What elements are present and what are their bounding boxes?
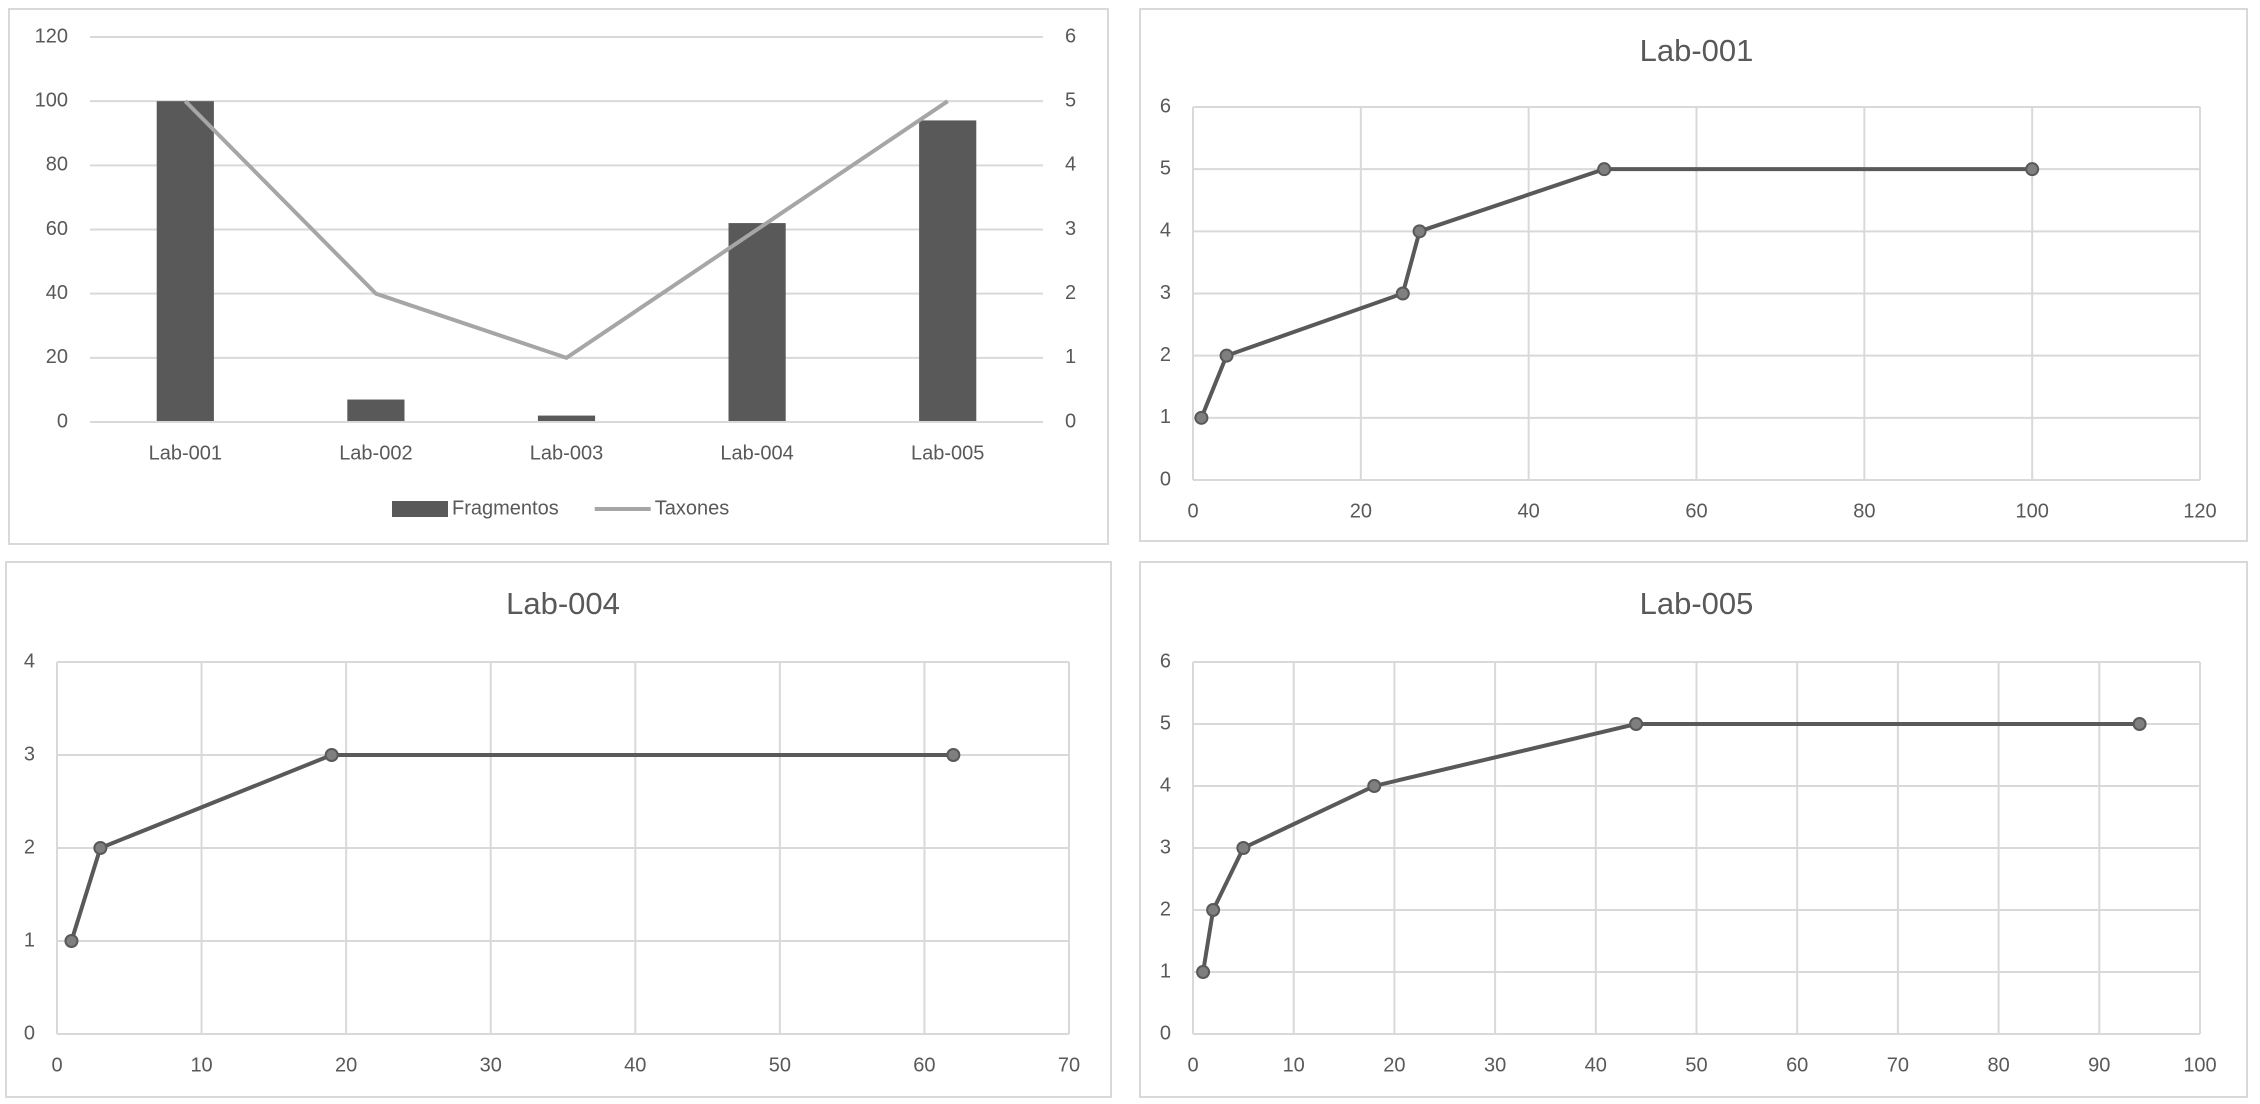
marker (1206, 903, 1221, 917)
marker (946, 748, 961, 762)
y2-tick-label: 6 (1065, 25, 1076, 47)
y-tick-label: 4 (1160, 220, 1171, 242)
x-tick-label: 10 (1283, 1054, 1305, 1076)
bar (919, 120, 977, 423)
x-tick-label: 80 (1987, 1054, 2009, 1076)
x-tick-label: 0 (1187, 1054, 1198, 1076)
marker (1395, 286, 1410, 301)
y-tick-label: 2 (1160, 898, 1171, 920)
marker (1629, 717, 1644, 731)
x-tick-label: 50 (769, 1054, 791, 1076)
y-tick-label: 100 (35, 89, 68, 111)
x-tick-label: 60 (1685, 500, 1707, 522)
y-tick-label: 2 (24, 836, 35, 858)
line (69, 753, 954, 942)
y-tick-label: 6 (1160, 95, 1171, 117)
x-tick-label: 40 (624, 1054, 646, 1076)
panel-border (1139, 8, 2248, 542)
bar (728, 223, 786, 422)
x-tick-label: 20 (1383, 1054, 1405, 1076)
y-tick-label: 1 (24, 929, 35, 951)
marker (64, 934, 79, 948)
y2-tick-label: 0 (1065, 410, 1076, 432)
x-tick-label: Lab-005 (911, 442, 984, 464)
bar (347, 399, 405, 422)
panel-border (1139, 561, 2248, 1098)
y-tick-label: 2 (1160, 344, 1171, 366)
x-tick-label: Lab-004 (720, 442, 793, 464)
x-tick-label: 10 (190, 1054, 212, 1076)
y-tick-label: 80 (46, 154, 68, 176)
line (1199, 167, 2033, 419)
x-tick-label: 100 (2015, 500, 2048, 522)
marker (1597, 162, 1612, 177)
x-tick-label: 20 (335, 1054, 357, 1076)
legend-label: Fragmentos (452, 497, 559, 519)
x-tick-label: 0 (51, 1054, 62, 1076)
chart-title: Lab-001 (1640, 33, 1754, 68)
x-tick-label: Lab-002 (339, 442, 412, 464)
y-tick-label: 4 (1160, 774, 1171, 796)
marker (1236, 841, 1251, 855)
y-tick-label: 3 (1160, 282, 1171, 304)
x-tick-label: 40 (1518, 500, 1540, 522)
y-tick-label: 5 (1160, 157, 1171, 179)
y2-tick-label: 1 (1065, 346, 1076, 368)
x-tick-label: 120 (2183, 500, 2216, 522)
line (183, 99, 949, 361)
y-tick-label: 3 (1160, 836, 1171, 858)
y-tick-label: 5 (1160, 712, 1171, 734)
line (1201, 722, 2140, 973)
bar (156, 101, 214, 423)
y-tick-label: 40 (46, 282, 68, 304)
x-tick-label: 80 (1853, 500, 1875, 522)
y-tick-label: 1 (1160, 960, 1171, 982)
x-tick-label: 70 (1887, 1054, 1909, 1076)
x-tick-label: Lab-003 (530, 442, 603, 464)
x-tick-label: 20 (1350, 500, 1372, 522)
y-tick-label: 0 (1160, 1022, 1171, 1044)
marker (2025, 162, 2040, 177)
y-tick-label: 6 (1160, 650, 1171, 672)
y-tick-label: 0 (57, 410, 68, 432)
marker (1219, 348, 1234, 363)
y-tick-label: 1 (1160, 406, 1171, 428)
y-tick-label: 20 (46, 346, 68, 368)
y2-tick-label: 3 (1065, 218, 1076, 240)
x-tick-label: 60 (1786, 1054, 1808, 1076)
y-tick-label: 0 (24, 1022, 35, 1044)
marker (1367, 779, 1382, 793)
y-tick-label: 60 (46, 218, 68, 240)
x-tick-label: 50 (1685, 1054, 1707, 1076)
x-tick-label: 70 (1058, 1054, 1080, 1076)
x-tick-label: 0 (1187, 500, 1198, 522)
y-tick-label: 120 (35, 25, 68, 47)
marker (1412, 224, 1427, 239)
x-tick-label: 40 (1585, 1054, 1607, 1076)
x-tick-label: 100 (2183, 1054, 2216, 1076)
y2-tick-label: 5 (1065, 89, 1076, 111)
x-tick-label: 30 (1484, 1054, 1506, 1076)
y-tick-label: 0 (1160, 468, 1171, 490)
marker (93, 841, 108, 855)
x-tick-label: 30 (480, 1054, 502, 1076)
bar (537, 415, 596, 422)
chart-title: Lab-005 (1640, 586, 1754, 621)
marker (2132, 717, 2147, 731)
marker (1196, 965, 1211, 979)
legend-label: Taxones (655, 497, 730, 519)
panel-border (5, 561, 1112, 1098)
marker (1194, 410, 1209, 425)
x-tick-label: 90 (2088, 1054, 2110, 1076)
chart-title: Lab-004 (506, 586, 620, 621)
y2-tick-label: 4 (1065, 154, 1076, 176)
x-tick-label: Lab-001 (149, 442, 222, 464)
legend-swatch (392, 501, 448, 517)
y-tick-label: 4 (24, 650, 35, 672)
y-tick-label: 3 (24, 743, 35, 765)
y2-tick-label: 2 (1065, 282, 1076, 304)
x-tick-label: 60 (913, 1054, 935, 1076)
marker (324, 748, 339, 762)
